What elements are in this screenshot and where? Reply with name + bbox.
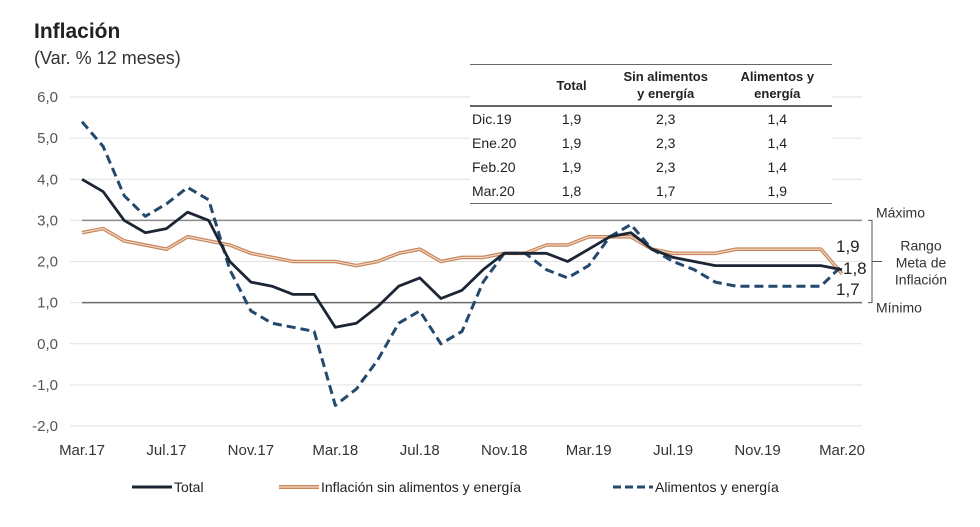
x-tick-label: Mar.19 bbox=[566, 442, 612, 459]
table-row-label: Mar.20 bbox=[472, 183, 515, 199]
x-tick-label: Nov.17 bbox=[228, 442, 274, 459]
range-label-line: Meta de bbox=[896, 255, 947, 271]
legend-swatch-core bbox=[279, 485, 319, 489]
table-row-label: Feb.20 bbox=[472, 159, 516, 175]
x-tick-label: Jul.17 bbox=[146, 442, 186, 459]
range-label-line: Rango bbox=[900, 238, 941, 254]
table-cell: 1,9 bbox=[561, 159, 582, 175]
chart-subtitle: (Var. % 12 meses) bbox=[34, 48, 181, 68]
table-cell: 2,3 bbox=[655, 111, 676, 127]
x-tick-label: Nov.19 bbox=[734, 442, 780, 459]
table-row: Feb.20 1,9 2,3 1,4 bbox=[470, 155, 832, 179]
legend-item-core: Inflación sin alimentos y energía bbox=[279, 479, 521, 495]
range-bracket bbox=[868, 219, 882, 304]
range-max-label: Máximo bbox=[876, 204, 925, 220]
table-cell: 2,3 bbox=[655, 159, 676, 175]
x-tick-label: Mar.20 bbox=[819, 442, 865, 459]
table-row-label: Ene.20 bbox=[472, 135, 517, 151]
series-line-core-inner bbox=[81, 228, 843, 275]
end-value-label: 1,7 bbox=[836, 280, 860, 299]
table-row: Mar.20 1,8 1,7 1,9 bbox=[470, 179, 832, 204]
table-cell: 1,4 bbox=[767, 159, 788, 175]
legend-item-food-energy: Alimentos y energía bbox=[613, 479, 779, 495]
legend-swatch-food-energy bbox=[613, 485, 653, 489]
series-lines bbox=[80, 120, 844, 407]
x-tick-label: Mar.18 bbox=[312, 442, 358, 459]
table-row-label: Dic.19 bbox=[472, 111, 512, 127]
table-cell: 1,8 bbox=[561, 183, 582, 199]
table-header-core: Sin alimentos y energía bbox=[623, 69, 708, 101]
legend-label-core: Inflación sin alimentos y energía bbox=[321, 479, 521, 495]
y-tick-label: 5,0 bbox=[37, 130, 58, 147]
table-row: Ene.20 1,9 2,3 1,4 bbox=[470, 131, 832, 155]
y-tick-label: 3,0 bbox=[37, 212, 58, 229]
x-tick-label: Jul.18 bbox=[400, 442, 440, 459]
table-cell: 1,9 bbox=[561, 135, 582, 151]
legend: Total Inflación sin alimentos y energía … bbox=[0, 479, 980, 499]
y-tick-label: 0,0 bbox=[37, 336, 58, 353]
x-axis-ticks: Mar.17 Jul.17 Nov.17 Mar.18 Jul.18 Nov.18 Mar.… bbox=[59, 442, 865, 459]
table-header-food-energy: Alimentos y energía bbox=[740, 69, 815, 101]
chart-title: Inflación bbox=[34, 20, 121, 43]
y-tick-label: 4,0 bbox=[37, 171, 58, 188]
table-cell: 1,4 bbox=[767, 111, 788, 127]
y-tick-label: -1,0 bbox=[32, 377, 58, 394]
range-min-label: Mínimo bbox=[876, 300, 922, 316]
x-tick-label: Mar.17 bbox=[59, 442, 105, 459]
series-line-food-energy bbox=[80, 120, 844, 407]
legend-item-total: Total bbox=[132, 479, 204, 495]
table-cell: 1,4 bbox=[767, 135, 788, 151]
x-tick-label: Jul.19 bbox=[653, 442, 693, 459]
table-header-cell bbox=[470, 65, 534, 107]
table-cell: 1,9 bbox=[561, 111, 582, 127]
x-tick-label: Nov.18 bbox=[481, 442, 527, 459]
y-tick-label: 1,0 bbox=[37, 295, 58, 312]
table-row: Dic.19 1,9 2,3 1,4 bbox=[470, 106, 832, 131]
range-label-line: Inflación bbox=[895, 272, 947, 288]
legend-label-food-energy: Alimentos y energía bbox=[655, 479, 779, 495]
legend-label-total: Total bbox=[174, 479, 204, 495]
table-cell: 2,3 bbox=[655, 135, 676, 151]
table-cell: 1,9 bbox=[767, 183, 788, 199]
legend-swatch-total bbox=[132, 485, 172, 489]
table-cell: 1,7 bbox=[655, 183, 676, 199]
end-value-label: 1,8 bbox=[843, 259, 867, 278]
y-tick-label: 2,0 bbox=[37, 254, 58, 271]
table-header-row: Total Sin alimentos y energía Alimentos y… bbox=[470, 64, 832, 107]
y-axis-ticks: 6,0 5,0 4,0 3,0 2,0 1,0 0,0 -1,0 -2,0 bbox=[32, 89, 58, 435]
series-line-total bbox=[81, 178, 843, 329]
end-value-labels: 1,9 1,8 1,7 bbox=[836, 237, 867, 299]
end-value-label: 1,9 bbox=[836, 237, 860, 256]
table-header-total: Total bbox=[556, 77, 587, 93]
y-tick-label: 6,0 bbox=[37, 89, 58, 106]
y-tick-label: -2,0 bbox=[32, 418, 58, 435]
summary-table: Total Sin alimentos y energía Alimentos y… bbox=[470, 64, 832, 204]
